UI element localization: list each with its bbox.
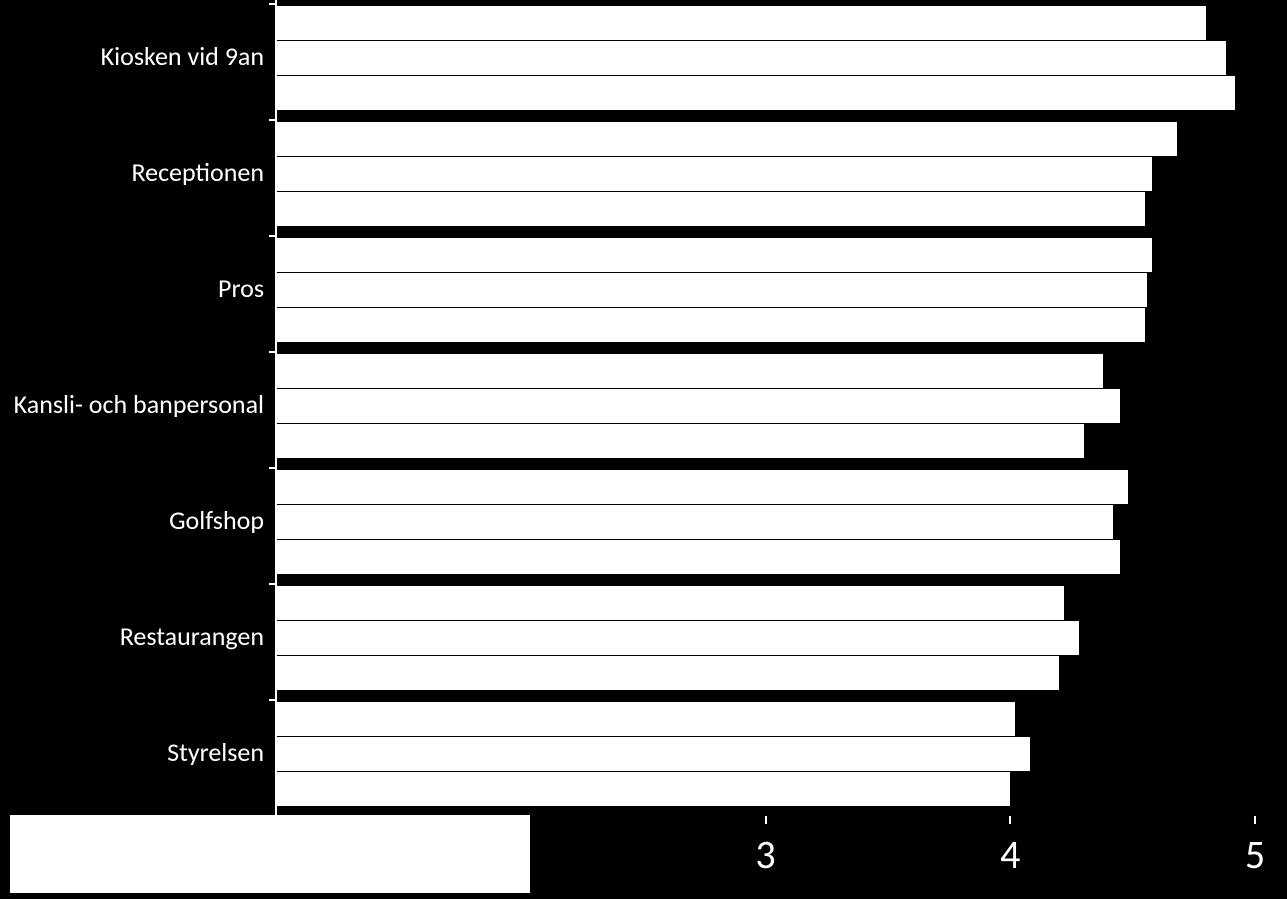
bar — [276, 41, 1226, 75]
category-label: Golfshop — [169, 504, 264, 536]
bar — [276, 308, 1145, 342]
category-label: Receptionen — [131, 156, 264, 188]
bar — [276, 656, 1059, 690]
rating-chart: Kiosken vid 9an Receptionen Pros Kansli- oc… — [0, 0, 1287, 899]
category-label: Pros — [218, 272, 264, 304]
bar — [276, 772, 1010, 806]
category-label: Kansli- och banpersonal — [14, 388, 264, 420]
bar — [276, 354, 1103, 388]
bar — [276, 6, 1206, 40]
bar — [276, 540, 1120, 574]
bar — [276, 238, 1152, 272]
legend-block — [10, 815, 530, 893]
category-label: Restaurangen — [120, 620, 264, 652]
category-label: Styrelsen — [167, 736, 264, 768]
x-tick-label: 5 — [1235, 830, 1275, 879]
bar — [276, 586, 1064, 620]
bar — [276, 273, 1147, 307]
bar — [276, 470, 1128, 504]
bar — [276, 157, 1152, 191]
category-label: Kiosken vid 9an — [101, 40, 264, 72]
bar — [276, 737, 1030, 771]
bar — [276, 621, 1079, 655]
bar — [276, 122, 1177, 156]
x-tick-label: 4 — [990, 830, 1030, 879]
x-tick-label: 3 — [746, 830, 786, 879]
bar — [276, 702, 1015, 736]
bar — [276, 424, 1084, 458]
bar — [276, 505, 1113, 539]
bar — [276, 192, 1145, 226]
bar — [276, 76, 1235, 110]
bar — [276, 389, 1120, 423]
